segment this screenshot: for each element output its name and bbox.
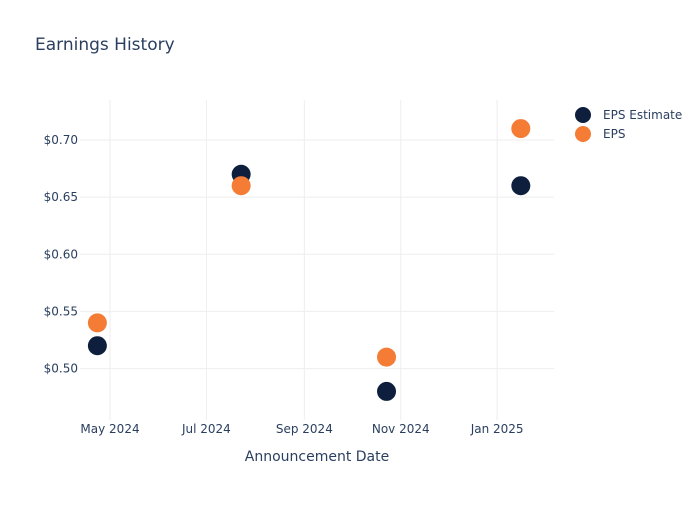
eps-point[interactable] <box>87 313 107 333</box>
eps-point[interactable] <box>511 119 531 139</box>
chart-title: Earnings History <box>35 35 175 55</box>
eps-point[interactable] <box>231 176 251 196</box>
legend[interactable]: EPS Estimate EPS <box>575 107 682 142</box>
x-tick-label: Jan 2025 <box>470 422 524 436</box>
eps-estimate-point[interactable] <box>87 336 107 356</box>
eps-estimate-point[interactable] <box>377 381 397 401</box>
legend-label-eps-estimate[interactable]: EPS Estimate <box>603 108 682 122</box>
eps-estimate-point[interactable] <box>511 176 531 196</box>
legend-marker-eps[interactable] <box>575 126 591 142</box>
x-tick-label: Jul 2024 <box>181 422 231 436</box>
x-tick-label: Nov 2024 <box>372 422 430 436</box>
x-tick-label: Sep 2024 <box>276 422 333 436</box>
x-axis-title: Announcement Date <box>245 449 389 465</box>
y-tick-label: $0.55 <box>44 304 78 318</box>
legend-label-eps[interactable]: EPS <box>603 127 625 141</box>
y-tick-label: $0.60 <box>44 247 78 261</box>
eps-point[interactable] <box>377 347 397 367</box>
axes: $0.50 $0.55 $0.60 $0.65 $0.70 May 2024 Jul 202… <box>44 133 524 436</box>
gridlines <box>80 100 554 420</box>
data-points <box>87 119 531 401</box>
y-tick-label: $0.65 <box>44 190 78 204</box>
y-tick-label: $0.50 <box>44 362 78 376</box>
y-tick-label: $0.70 <box>44 133 78 147</box>
x-tick-label: May 2024 <box>80 422 139 436</box>
legend-marker-eps-estimate[interactable] <box>575 107 591 123</box>
